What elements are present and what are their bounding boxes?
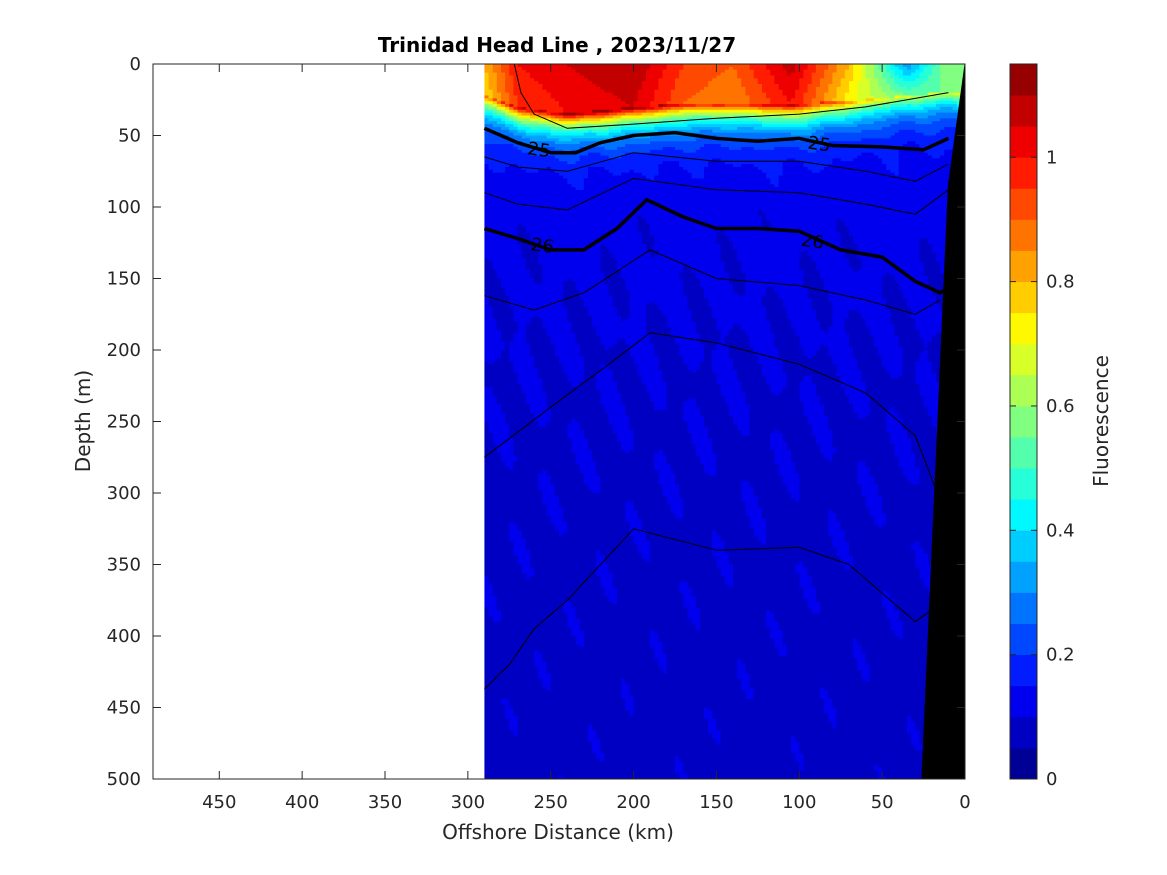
- fluorescence-field: [484, 64, 965, 780]
- chart-title: Trinidad Head Line , 2023/11/27: [378, 33, 736, 57]
